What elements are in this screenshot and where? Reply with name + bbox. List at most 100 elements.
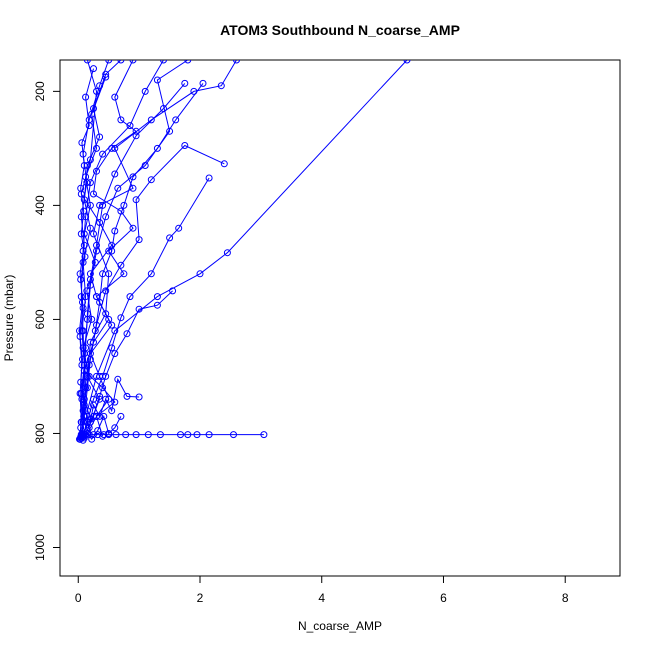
data-point [80, 395, 88, 403]
data-point [99, 150, 107, 158]
data-point [105, 430, 113, 437]
data-point [260, 431, 268, 439]
data-point [129, 184, 137, 192]
data-point [233, 60, 240, 64]
data-point [77, 184, 85, 192]
series-layer [76, 60, 411, 444]
data-point [184, 60, 192, 64]
data-point [129, 224, 137, 232]
data-point [102, 213, 110, 221]
y-tick-label: 1000 [33, 534, 47, 561]
data-point [76, 270, 84, 278]
data-point [172, 116, 180, 124]
data-point [153, 144, 161, 152]
data-point [135, 236, 143, 244]
data-point [132, 196, 140, 204]
data-point [90, 230, 97, 238]
data-point [108, 321, 116, 329]
data-point [85, 116, 93, 124]
data-point [114, 375, 122, 383]
y-axis-label: Pressure (mbar) [2, 275, 16, 362]
data-point [94, 427, 102, 435]
x-tick-label: 2 [197, 591, 204, 605]
data-point [96, 298, 104, 306]
data-point [123, 392, 131, 400]
data-point [81, 253, 89, 261]
data-point [117, 116, 125, 124]
y-tick-label: 800 [33, 423, 47, 443]
data-point [132, 132, 140, 140]
data-point [166, 127, 174, 135]
data-point [117, 261, 125, 269]
data-point [403, 60, 411, 64]
data-point [80, 241, 88, 249]
data-point [156, 431, 164, 439]
data-point [126, 293, 134, 301]
series-line [83, 60, 237, 439]
x-tick-label: 8 [562, 591, 569, 605]
data-point [82, 93, 90, 101]
data-point [108, 344, 116, 352]
data-point [129, 173, 137, 181]
data-point [111, 227, 119, 235]
y-tick-label: 600 [33, 309, 47, 329]
series-line [78, 60, 110, 440]
data-point [114, 184, 122, 192]
data-point [205, 174, 213, 182]
data-point [86, 201, 94, 209]
data-point [79, 344, 87, 352]
data-point [217, 82, 225, 90]
data-point [83, 179, 91, 187]
x-axis-label: N_coarse_AMP [298, 619, 382, 633]
data-point [77, 213, 85, 221]
data-point [132, 127, 140, 135]
data-point [135, 305, 143, 313]
data-point [86, 179, 94, 187]
plot-frame [59, 59, 621, 577]
data-point [108, 407, 116, 415]
data-point [96, 133, 104, 141]
data-point [111, 170, 119, 178]
data-point [184, 431, 192, 439]
series-line [82, 144, 225, 434]
data-point [83, 60, 91, 64]
data-point [102, 310, 110, 318]
data-point [132, 431, 140, 439]
data-point [77, 418, 85, 426]
data-point [169, 287, 177, 295]
data-point [99, 432, 107, 440]
data-point [126, 122, 134, 130]
x-axis: 0 2 4 6 8 [75, 575, 569, 605]
data-point [223, 249, 231, 257]
data-point [96, 82, 104, 90]
data-point [86, 156, 94, 164]
data-point [90, 401, 97, 409]
data-point [100, 412, 108, 420]
data-point [147, 176, 155, 184]
data-point [102, 287, 110, 295]
data-point [93, 241, 100, 249]
data-point [96, 412, 104, 420]
data-point [193, 431, 201, 439]
series-line [81, 83, 204, 436]
data-point [160, 105, 167, 112]
data-point [230, 431, 237, 439]
data-point [147, 116, 155, 124]
data-point [166, 234, 174, 242]
data-point [105, 315, 113, 323]
data-point [141, 87, 149, 95]
data-point [99, 201, 107, 209]
data-point [111, 93, 119, 101]
data-point [102, 372, 110, 380]
data-point [205, 431, 213, 439]
data-point [93, 144, 100, 152]
data-point [147, 270, 155, 278]
data-point [129, 60, 137, 64]
data-point [83, 384, 91, 392]
data-point [175, 224, 183, 232]
data-point [111, 144, 119, 152]
series-line [80, 60, 189, 437]
data-point [120, 270, 128, 278]
data-point [80, 207, 88, 215]
